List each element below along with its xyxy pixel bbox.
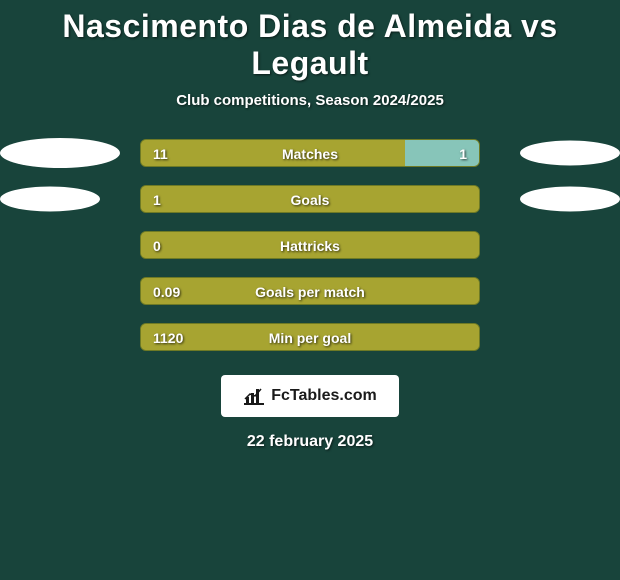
comparison-card: Nascimento Dias de Almeida vs Legault Cl… bbox=[0, 0, 620, 451]
brand-badge: FcTables.com bbox=[221, 375, 399, 417]
stat-bar: 0Hattricks bbox=[140, 231, 480, 259]
stat-row: 111Matches bbox=[0, 139, 620, 167]
stat-value-right: 1 bbox=[447, 140, 479, 167]
player-shape-right bbox=[520, 141, 620, 166]
bar-segment-left bbox=[141, 186, 479, 212]
stat-value-left: 0.09 bbox=[141, 278, 192, 305]
page-title: Nascimento Dias de Almeida vs Legault bbox=[0, 8, 620, 82]
stat-bar: 1120Min per goal bbox=[140, 323, 480, 351]
date-label: 22 february 2025 bbox=[0, 433, 620, 451]
stat-value-left: 0 bbox=[141, 232, 173, 259]
stat-value-left: 1 bbox=[141, 186, 173, 213]
stat-bar: 111Matches bbox=[140, 139, 480, 167]
stat-bar: 0.09Goals per match bbox=[140, 277, 480, 305]
subtitle: Club competitions, Season 2024/2025 bbox=[0, 92, 620, 109]
stat-row: 0Hattricks bbox=[0, 231, 620, 259]
bar-segment-left bbox=[141, 140, 405, 166]
stat-bar: 1Goals bbox=[140, 185, 480, 213]
stat-value-left: 1120 bbox=[141, 324, 195, 351]
stat-row: 1120Min per goal bbox=[0, 323, 620, 351]
player-shape-left bbox=[0, 187, 100, 212]
stat-row: 1Goals bbox=[0, 185, 620, 213]
bar-segment-left bbox=[141, 232, 479, 258]
player-shape-left bbox=[0, 138, 120, 168]
stats-rows: 111Matches1Goals0Hattricks0.09Goals per … bbox=[0, 139, 620, 351]
stat-value-left: 11 bbox=[141, 140, 180, 167]
barchart-icon bbox=[243, 387, 265, 405]
brand-text: FcTables.com bbox=[271, 387, 377, 405]
stat-row: 0.09Goals per match bbox=[0, 277, 620, 305]
player-shape-right bbox=[520, 187, 620, 212]
